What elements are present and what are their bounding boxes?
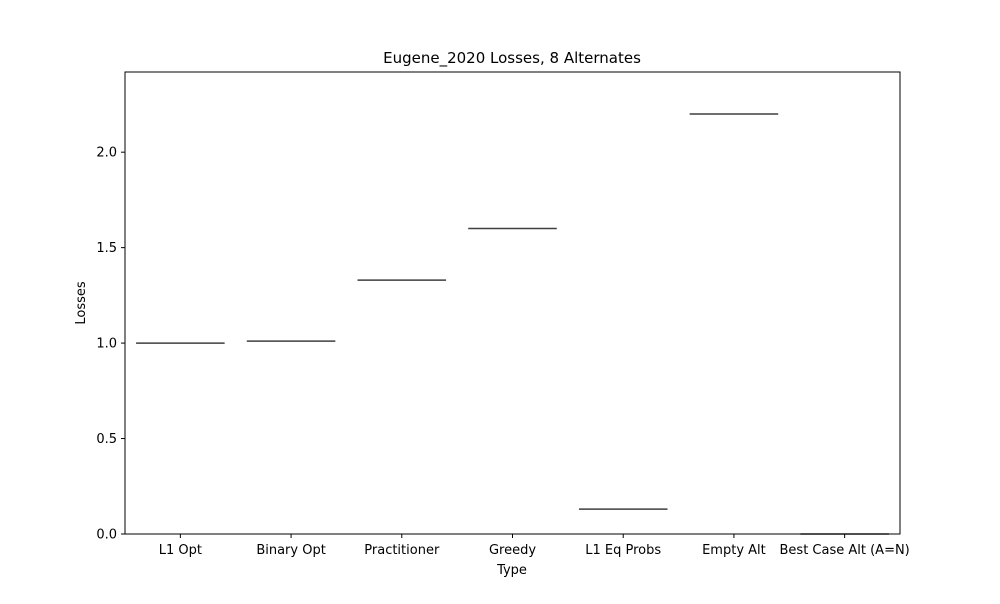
x-tick-label-2: Practitioner bbox=[364, 543, 440, 558]
x-tick-label-0: L1 Opt bbox=[159, 543, 202, 558]
plot-area bbox=[136, 113, 889, 535]
x-axis-label: Type bbox=[496, 563, 527, 578]
x-tick-label-4: L1 Eq Probs bbox=[585, 543, 661, 558]
y-tick-label-4: 2.0 bbox=[96, 146, 117, 161]
x-tick-label-6: Best Case Alt (A=N) bbox=[780, 543, 910, 558]
y-tick-label-2: 1.0 bbox=[96, 337, 117, 352]
y-tick-label-3: 1.5 bbox=[96, 241, 117, 256]
x-tick-label-3: Greedy bbox=[489, 543, 536, 558]
y-tick-label-0: 0.0 bbox=[96, 528, 117, 543]
y-axis-label: Losses bbox=[74, 281, 89, 325]
x-tick-label-1: Binary Opt bbox=[256, 543, 326, 558]
x-tick-label-5: Empty Alt bbox=[702, 543, 766, 558]
plot-frame bbox=[124, 71, 901, 535]
y-tick-label-1: 0.5 bbox=[96, 432, 117, 447]
y-axis-ticks: 0.0 0.5 1.0 1.5 2.0 bbox=[96, 146, 125, 543]
x-axis-ticks: L1 Opt Binary Opt Practitioner Greedy L1 Eq … bbox=[159, 534, 910, 558]
chart-title: Eugene_2020 Losses, 8 Alternates bbox=[383, 49, 641, 68]
